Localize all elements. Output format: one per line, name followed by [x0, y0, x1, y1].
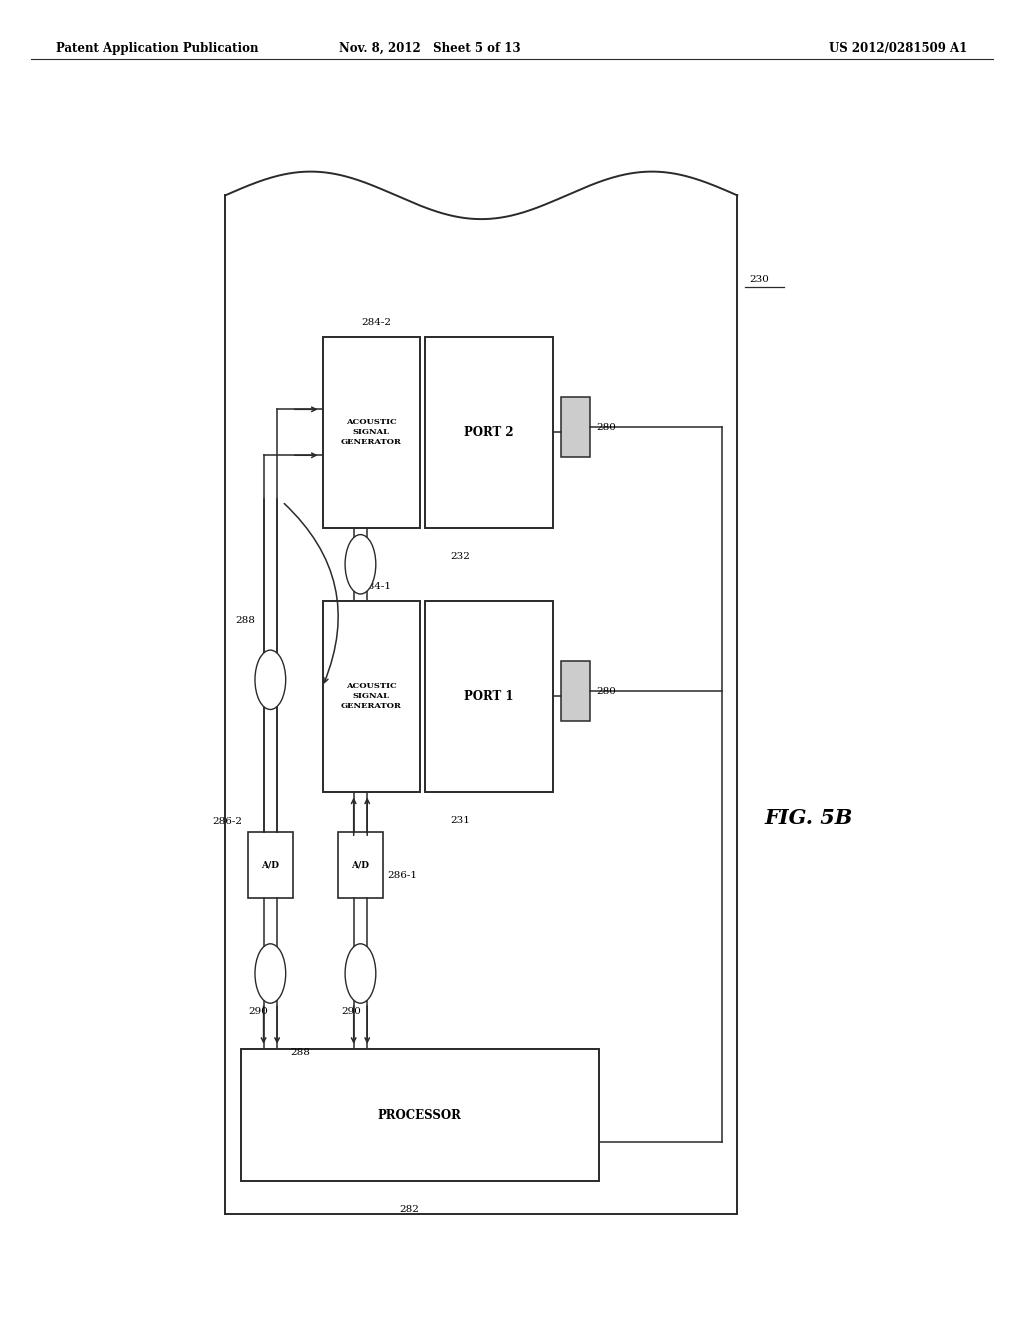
- Text: US 2012/0281509 A1: US 2012/0281509 A1: [829, 42, 968, 55]
- FancyBboxPatch shape: [425, 601, 553, 792]
- FancyBboxPatch shape: [425, 337, 553, 528]
- Text: 288: 288: [291, 1048, 310, 1057]
- Text: 286-2: 286-2: [213, 817, 243, 826]
- Text: 280: 280: [596, 686, 615, 696]
- Text: FIG. 5B: FIG. 5B: [765, 808, 853, 829]
- Text: 290: 290: [341, 1006, 361, 1015]
- Text: 286-1: 286-1: [387, 871, 417, 880]
- Text: PROCESSOR: PROCESSOR: [378, 1109, 462, 1122]
- Text: ACOUSTIC
SIGNAL
GENERATOR: ACOUSTIC SIGNAL GENERATOR: [341, 682, 401, 710]
- Ellipse shape: [255, 944, 286, 1003]
- Text: Patent Application Publication: Patent Application Publication: [56, 42, 259, 55]
- Text: A/D: A/D: [261, 861, 280, 869]
- Text: PORT 1: PORT 1: [464, 690, 514, 702]
- Text: Nov. 8, 2012   Sheet 5 of 13: Nov. 8, 2012 Sheet 5 of 13: [339, 42, 521, 55]
- FancyBboxPatch shape: [241, 1049, 599, 1181]
- Text: A/D: A/D: [351, 861, 370, 869]
- Text: ACOUSTIC
SIGNAL
GENERATOR: ACOUSTIC SIGNAL GENERATOR: [341, 418, 401, 446]
- FancyBboxPatch shape: [561, 661, 590, 721]
- FancyBboxPatch shape: [338, 832, 383, 898]
- Text: 284-2: 284-2: [361, 318, 391, 327]
- FancyBboxPatch shape: [248, 832, 293, 898]
- Text: 232: 232: [451, 552, 470, 561]
- Text: 280: 280: [596, 422, 615, 432]
- FancyBboxPatch shape: [323, 337, 420, 528]
- Text: 282: 282: [399, 1205, 420, 1214]
- FancyBboxPatch shape: [561, 397, 590, 457]
- Ellipse shape: [345, 535, 376, 594]
- Text: PORT 2: PORT 2: [464, 426, 514, 438]
- FancyBboxPatch shape: [323, 601, 420, 792]
- Text: 288: 288: [236, 616, 255, 624]
- Ellipse shape: [255, 651, 286, 710]
- Text: 284-1: 284-1: [361, 582, 391, 591]
- Text: 290: 290: [248, 1006, 268, 1015]
- Text: 231: 231: [451, 816, 470, 825]
- Text: 230: 230: [750, 276, 769, 284]
- Ellipse shape: [345, 944, 376, 1003]
